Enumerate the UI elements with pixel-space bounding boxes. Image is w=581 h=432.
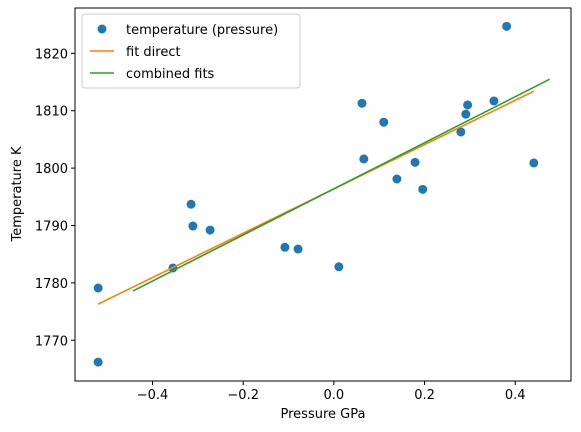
legend-label: temperature (pressure) [126,23,278,38]
y-tick-label: 1800 [35,162,68,177]
point [489,96,499,106]
legend-label: combined fits [126,67,215,82]
point [529,158,539,168]
point [379,117,389,127]
x-tick-label: −0.4 [137,388,169,403]
x-axis-label: Pressure GPa [281,407,366,422]
point [93,357,103,367]
point [186,199,196,209]
point [93,283,103,293]
x-tick-label: −0.2 [227,388,259,403]
point [293,244,303,254]
x-tick-label: 0.4 [505,388,526,403]
y-tick-label: 1820 [35,47,68,62]
x-tick-label: 0.0 [324,388,345,403]
y-tick-label: 1770 [35,334,68,349]
point [188,221,198,231]
point [461,109,471,119]
legend-box [81,13,301,89]
line [132,78,551,292]
y-axis-label: Temperature K [10,146,25,242]
point [502,21,512,31]
point [392,174,402,184]
point [418,184,428,194]
plot-area [93,21,551,367]
axes-frame [74,7,572,382]
point [205,225,215,235]
y-tick-label: 1810 [35,105,68,120]
point [357,98,367,108]
point [334,262,344,272]
point [463,100,473,110]
point [456,127,466,137]
y-tick-label: 1790 [35,219,68,234]
point [359,154,369,164]
point [280,242,290,252]
y-tick-label: 1780 [35,277,68,292]
point [410,157,420,167]
legend-marker [97,24,107,34]
x-tick-label: 0.2 [414,388,435,403]
legend-label: fit direct [126,45,181,60]
